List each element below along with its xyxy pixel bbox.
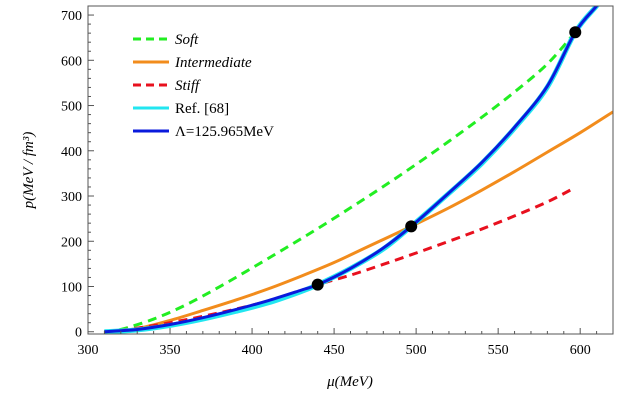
x-tick-label: 300 xyxy=(78,343,99,358)
tick-layer: 300 350 400 450 500 550 600 0 100 200 300 400 500 600… xyxy=(61,5,614,358)
x-tick-label: 350 xyxy=(160,343,181,358)
series-line-1 xyxy=(104,110,613,334)
y-tick-label: 500 xyxy=(61,100,82,115)
plot-frame xyxy=(87,5,614,335)
legend-label-0: Soft xyxy=(175,32,199,48)
legend: Soft Intermediate Stiff Ref. [68] Λ=125.965M… xyxy=(133,32,274,140)
x-tick-label: 550 xyxy=(488,343,509,358)
x-axis-title: μ(MeV) xyxy=(326,374,373,390)
x-tick-label: 500 xyxy=(406,343,427,358)
transition-point xyxy=(569,26,582,39)
transition-point xyxy=(405,220,418,233)
x-tick-label: 450 xyxy=(324,343,345,358)
legend-label-3: Ref. [68] xyxy=(175,101,229,117)
y-tick-label: 400 xyxy=(61,145,82,160)
x-tick-label: 600 xyxy=(570,343,591,358)
y-tick-label: 100 xyxy=(61,280,82,295)
marker-layer xyxy=(311,26,582,291)
legend-label-2: Stiff xyxy=(175,78,201,94)
series-line-4 xyxy=(104,6,599,334)
y-tick-label: 300 xyxy=(61,190,82,205)
x-tick-label: 400 xyxy=(242,343,263,358)
y-tick-label: 0 xyxy=(75,326,82,341)
legend-label-1: Intermediate xyxy=(174,55,252,71)
y-axis-title: p(MeV / fm³) xyxy=(21,132,37,210)
series-line-3 xyxy=(104,6,600,334)
series-line-2 xyxy=(104,187,573,334)
legend-label-4: Λ=125.965MeV xyxy=(175,124,274,140)
y-tick-label: 600 xyxy=(61,54,82,69)
series-line-0 xyxy=(104,31,577,334)
y-tick-label: 200 xyxy=(61,235,82,250)
y-tick-label: 700 xyxy=(61,9,82,24)
transition-point xyxy=(311,278,324,291)
series-layer xyxy=(104,6,613,334)
